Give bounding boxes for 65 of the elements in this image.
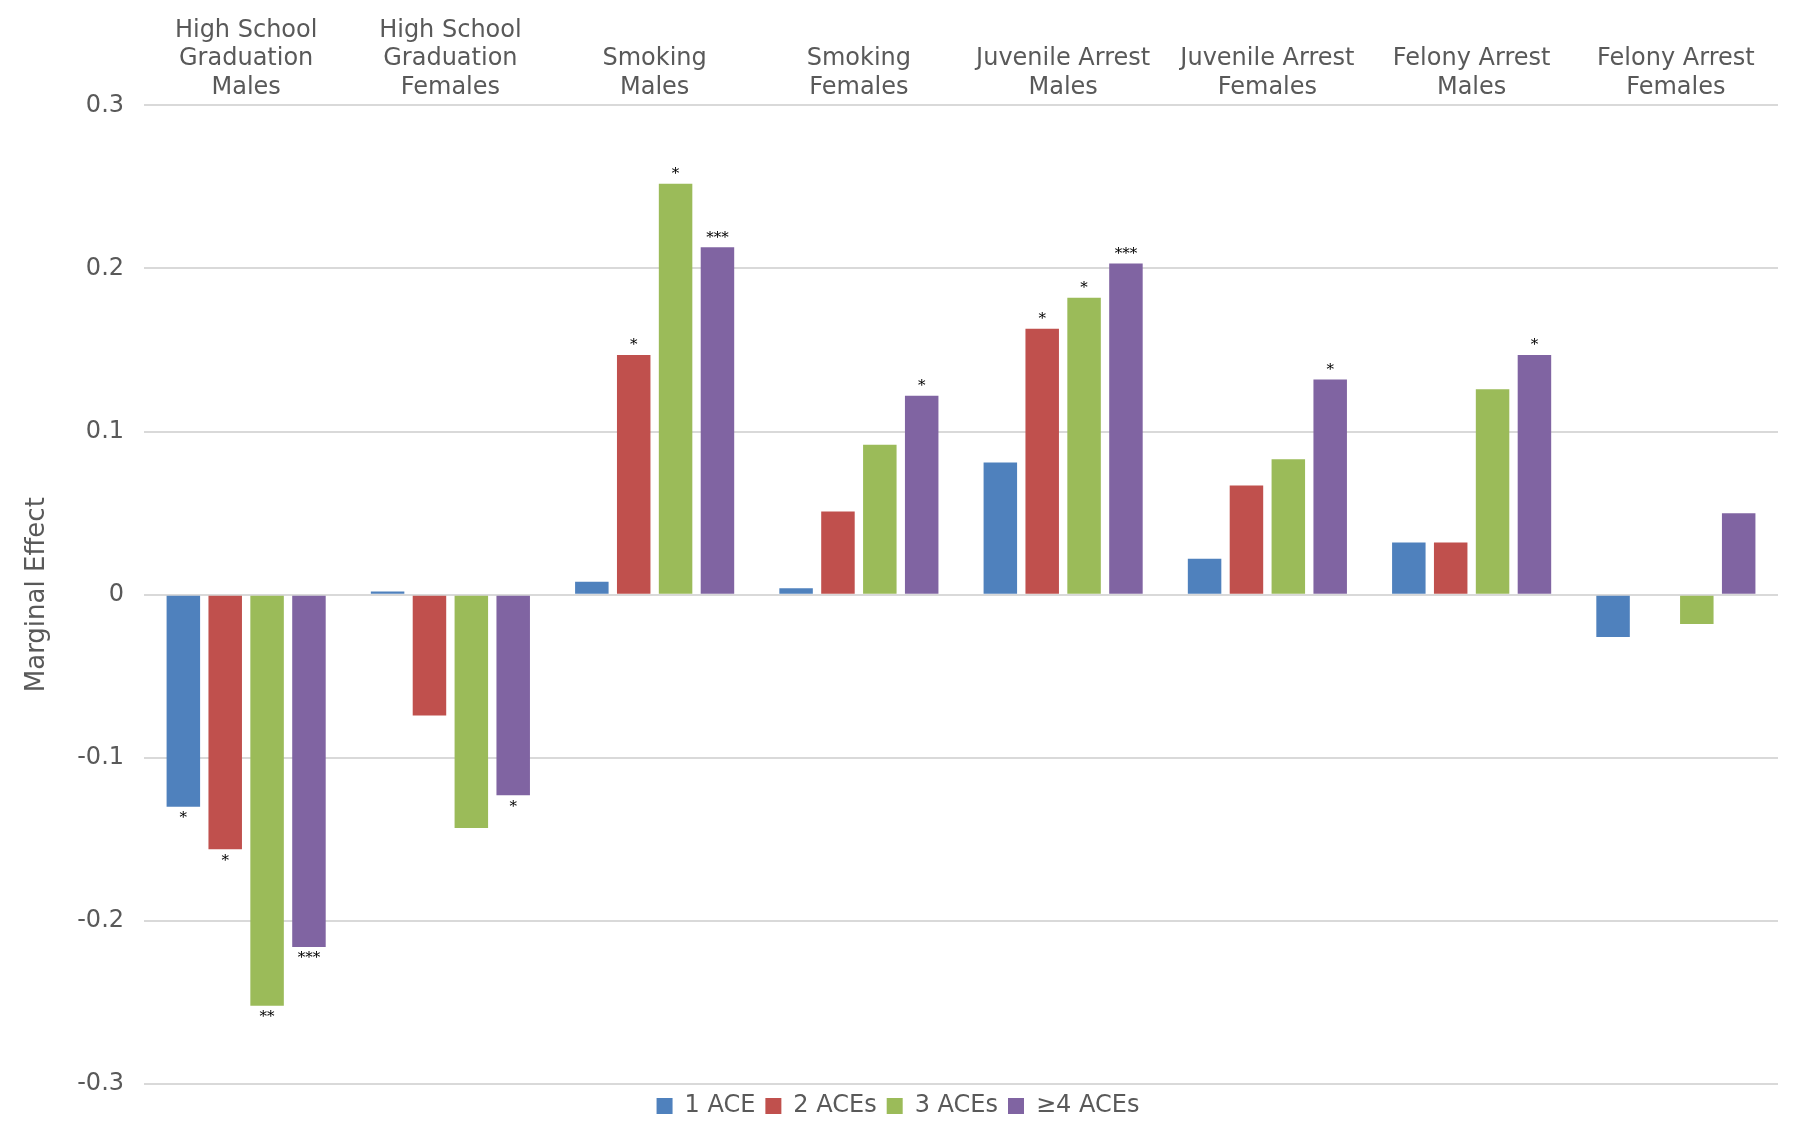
data-label: * (179, 808, 188, 827)
x-tick-label: Juvenile Arrest Males (974, 43, 1151, 101)
bar (1680, 595, 1714, 625)
y-tick-label: 0.3 (85, 89, 125, 118)
data-label: *** (1114, 244, 1138, 262)
bar (1313, 379, 1347, 594)
y-tick-label: 0.1 (85, 415, 125, 444)
bar (1271, 459, 1306, 594)
data-label: * (1530, 335, 1539, 354)
bar (1229, 485, 1264, 594)
x-tick-label: Smoking Females (806, 43, 912, 101)
bar (454, 595, 489, 828)
x-tick-label: High School Graduation Males (174, 14, 318, 101)
y-tick-label: -0.3 (77, 1068, 125, 1097)
bar (1392, 542, 1426, 594)
data-label: * (221, 850, 230, 869)
bar (904, 395, 939, 594)
y-axis-title: Marginal Effect (20, 497, 51, 693)
bar (1517, 354, 1552, 594)
data-label: *** (297, 948, 321, 967)
y-tick-label: 0.2 (85, 252, 125, 281)
bar (1025, 328, 1059, 594)
bar (370, 591, 405, 594)
data-label: * (509, 796, 518, 815)
bar (983, 462, 1018, 594)
x-tick-label: High School Graduation Females (379, 14, 522, 101)
bar (166, 595, 201, 807)
data-label: * (629, 335, 638, 354)
bar (1721, 513, 1756, 594)
bar (1109, 263, 1143, 594)
bar (779, 588, 813, 594)
y-tick-label: -0.2 (77, 905, 125, 934)
bar (821, 511, 855, 594)
bar (1433, 542, 1468, 594)
bar (208, 595, 242, 850)
x-tick-label: Felony Arrest Males (1392, 43, 1551, 101)
bar (412, 595, 447, 716)
data-label: ** (259, 1007, 276, 1026)
data-label: * (1326, 359, 1335, 378)
bar (700, 247, 735, 594)
data-label: * (671, 164, 680, 183)
bar (1596, 595, 1630, 638)
bar (1475, 389, 1510, 594)
bar (496, 595, 530, 796)
y-tick-label: -0.1 (77, 742, 125, 771)
bar (292, 595, 326, 947)
legend-label: 3 ACEs (914, 1090, 999, 1119)
data-label: *** (706, 227, 730, 246)
x-tick-label: Juvenile Arrest Females (1178, 43, 1355, 101)
bar (1187, 558, 1222, 594)
data-label: * (1038, 309, 1047, 328)
bar (863, 444, 897, 594)
bar (616, 354, 651, 594)
legend-label: 1 ACE (684, 1090, 756, 1119)
x-tick-label: Felony Arrest Females (1597, 43, 1755, 101)
legend-label: ≥4 ACEs (1036, 1090, 1140, 1119)
y-tick-label: 0 (108, 578, 125, 607)
data-label: * (917, 376, 926, 395)
bar (575, 581, 609, 594)
bar (250, 595, 284, 1006)
data-label: * (1080, 278, 1089, 297)
bar (658, 183, 693, 594)
legend-label: 2 ACEs (793, 1090, 877, 1119)
x-tick-label: Smoking Males (602, 43, 707, 101)
bar (1067, 297, 1101, 594)
